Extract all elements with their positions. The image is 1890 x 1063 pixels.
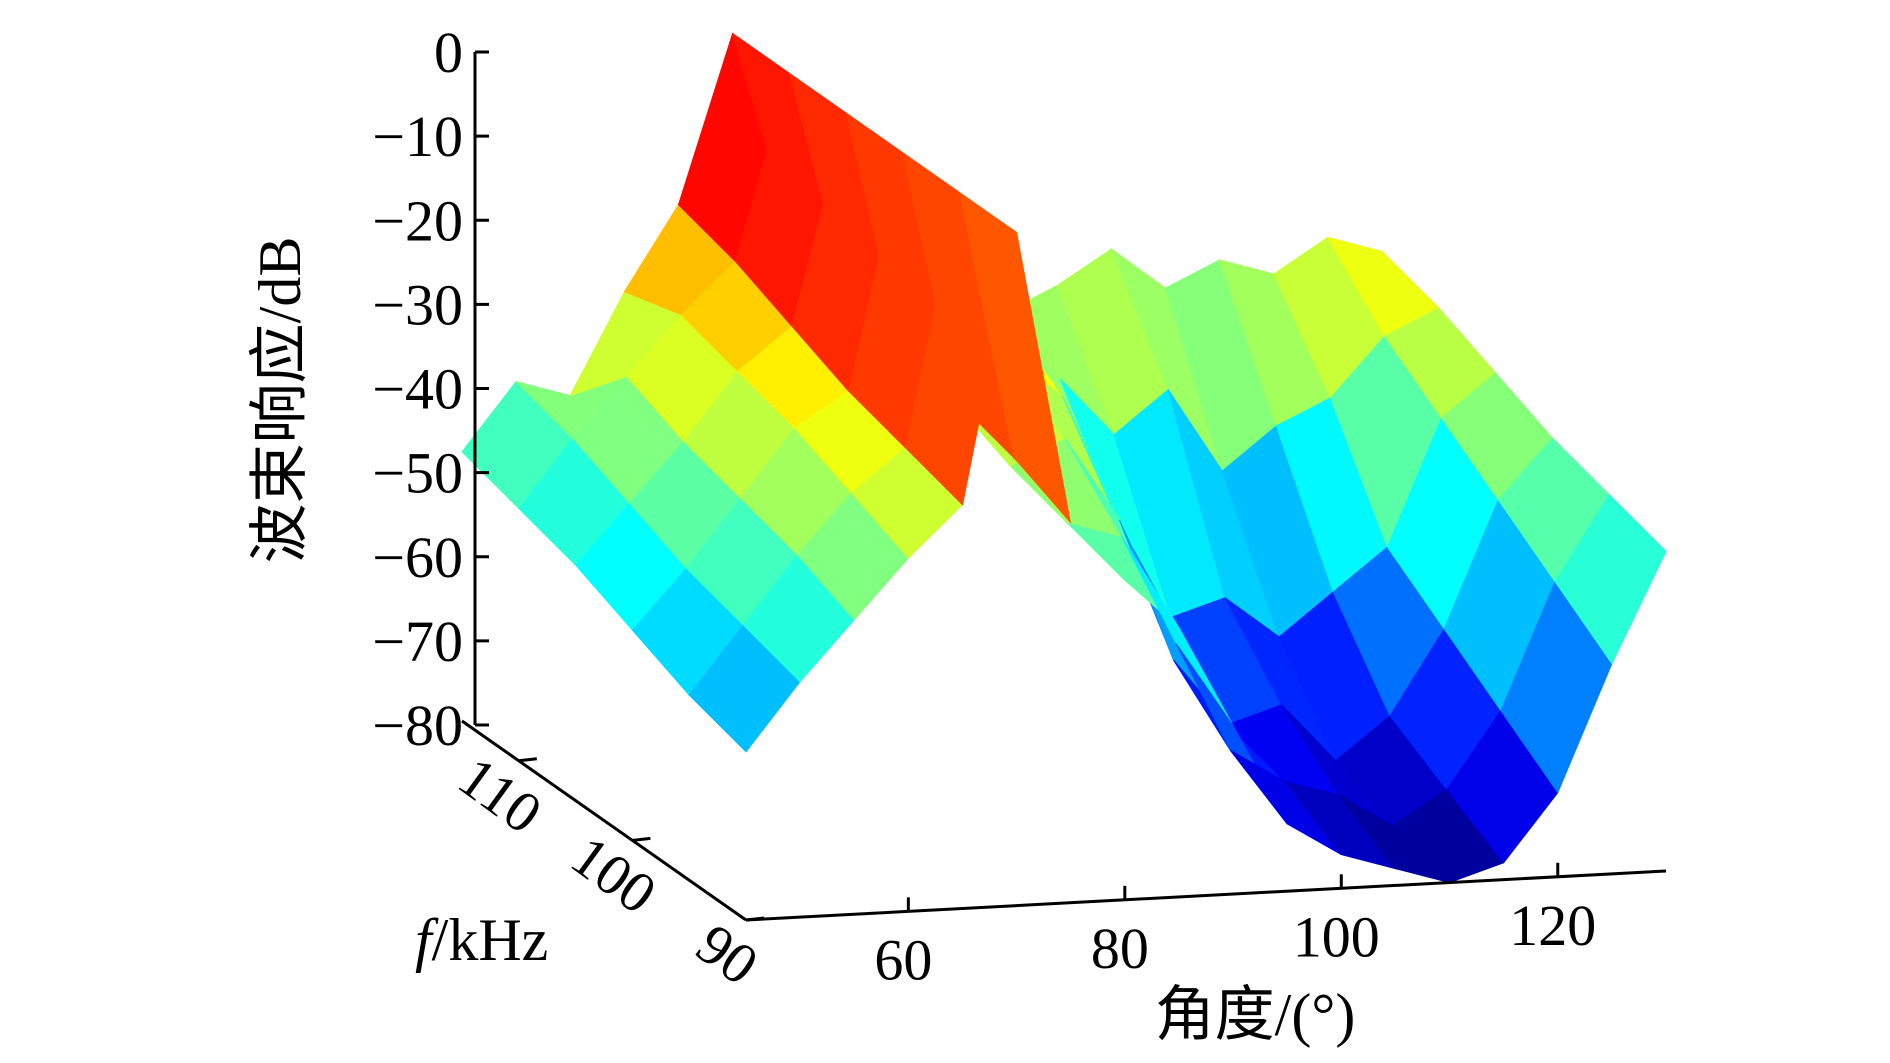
y-tick: [632, 836, 651, 842]
y-axis-label-unit: /kHz: [432, 907, 549, 973]
x-tick-label: 80: [1091, 916, 1149, 981]
z-tick-label: −20: [372, 188, 463, 253]
z-axis-label: 波束响应/dB: [247, 237, 313, 564]
z-tick-label: −30: [372, 272, 463, 337]
z-tick-label: −80: [372, 693, 463, 758]
surface-patch: [1554, 493, 1667, 665]
z-tick-label: −70: [372, 609, 463, 674]
surface-layer: [461, 32, 1667, 884]
x-tick-label: 120: [1509, 893, 1596, 958]
y-tick: [518, 757, 537, 763]
y-tick-label: 110: [447, 744, 554, 846]
y-axis-label: f/kHz: [415, 907, 548, 973]
y-axis-line: [461, 719, 747, 922]
x-tick-label: 100: [1293, 904, 1380, 969]
z-tick-label: −60: [372, 525, 463, 590]
x-axis-line: [745, 869, 1667, 922]
labels-layer: 波束响应/dB 角度/(°) f/kHz: [247, 237, 1355, 1048]
z-tick-label: −40: [372, 357, 463, 422]
y-tick-label: 100: [560, 823, 669, 927]
y-tick: [745, 916, 765, 922]
x-tick-label: 60: [874, 927, 932, 992]
y-tick-label: 90: [685, 911, 770, 998]
x-axis-label: 角度/(°): [1155, 982, 1356, 1048]
z-tick-label: 0: [434, 20, 463, 85]
z-tick-label: −10: [372, 104, 463, 169]
z-tick-label: −50: [372, 441, 463, 506]
